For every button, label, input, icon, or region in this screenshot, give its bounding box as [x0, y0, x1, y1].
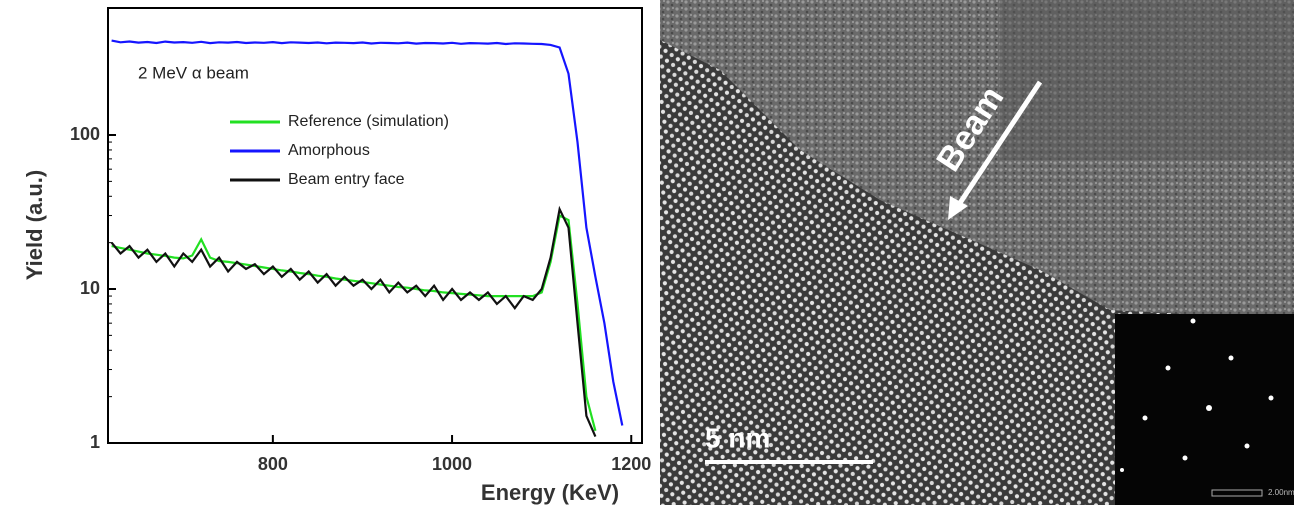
legend-label: Beam entry face: [288, 171, 405, 188]
x-tick-label: 1200: [611, 454, 651, 474]
series-line: [111, 213, 597, 432]
x-axis-label: Energy (KeV): [481, 480, 619, 505]
legend-label: Reference (simulation): [288, 113, 449, 130]
y-tick-label: 10: [80, 278, 100, 298]
diffraction-inset: [1115, 314, 1294, 505]
x-tick-label: 1000: [432, 454, 472, 474]
annotation: 2 MeV α beam: [138, 63, 249, 82]
dark-region: [1000, 0, 1294, 160]
y-tick-label: 1: [90, 432, 100, 452]
legend-label: Amorphous: [288, 142, 370, 159]
y-tick-label: 100: [70, 124, 100, 144]
inset-scale-label: 2.00nm: [1268, 488, 1294, 497]
series-line: [111, 39, 624, 426]
beam-arrowhead: [948, 196, 968, 220]
x-tick-label: 800: [258, 454, 288, 474]
plot-frame: [107, 7, 643, 444]
diffraction-spots: [1120, 318, 1274, 472]
inset-scale-box: [1211, 489, 1263, 497]
y-axis-label: Yield (a.u.): [22, 170, 47, 280]
tem-image: 2.00nm Beam 5 nm: [660, 0, 1294, 505]
plot-lines: [110, 39, 624, 438]
series-line: [110, 205, 597, 438]
beam-arrow: [955, 80, 1043, 208]
scale-bar-label: 5 nm: [705, 422, 770, 453]
